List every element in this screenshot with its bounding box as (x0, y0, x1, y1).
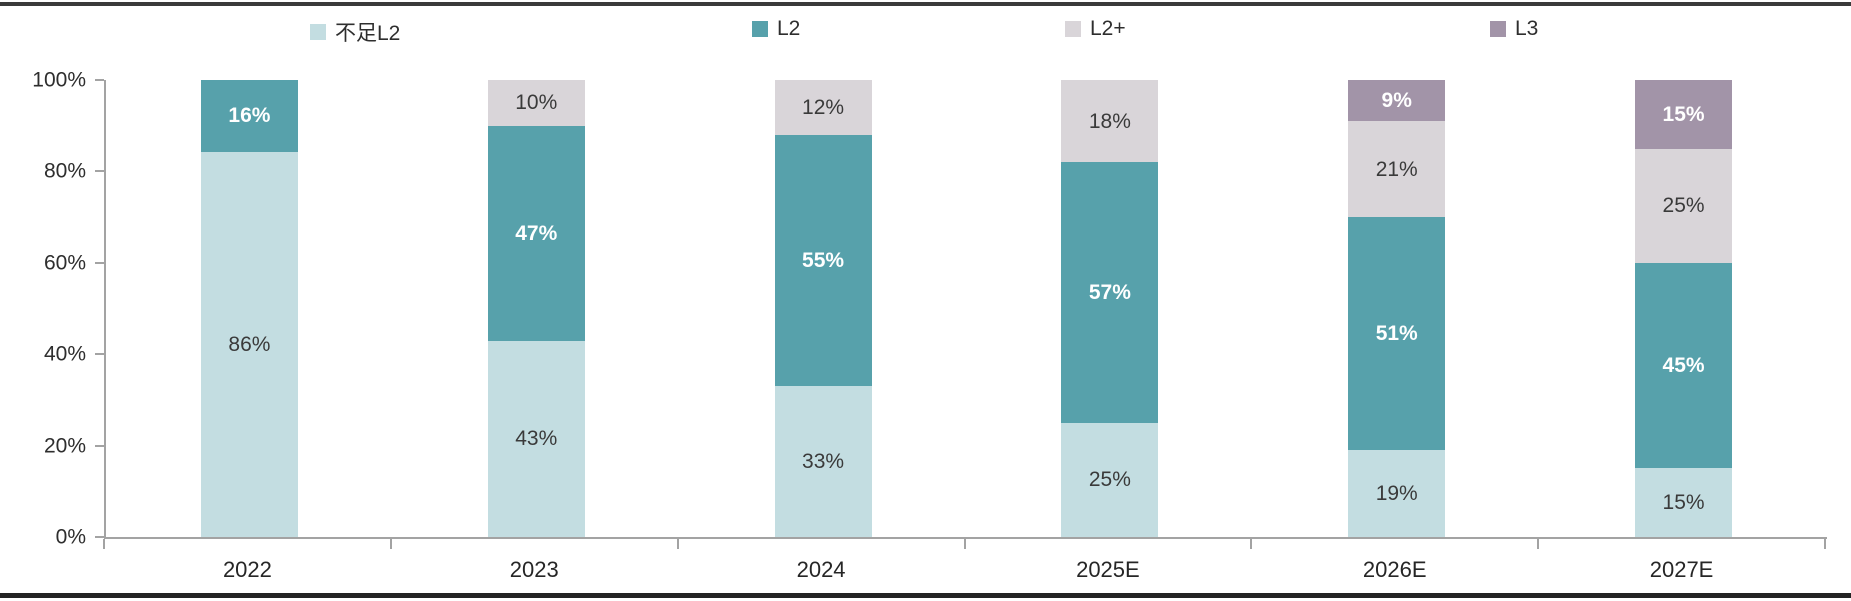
segment-data-label: 16% (228, 104, 271, 128)
category-cell-2023: 10% 47% 43% (393, 80, 680, 537)
legend-swatch-l3-icon (1490, 21, 1506, 37)
segment-data-label: 9% (1381, 89, 1412, 113)
bar-segment-l2-plus: 10% (487, 80, 585, 126)
legend-item-below-l2: 不足L2 (310, 17, 400, 47)
legend-label-l3: L3 (1515, 17, 1539, 40)
segment-data-label: 19% (1375, 482, 1418, 506)
segment-data-label: 45% (1662, 354, 1705, 378)
y-tick-label-100: 100% (32, 68, 86, 92)
legend-label-l2: L2 (777, 17, 801, 40)
bar-segment-below-l2: 33% (774, 386, 872, 537)
segment-data-label: 18% (1088, 109, 1131, 133)
bar-segment-l2: 55% (774, 134, 872, 387)
x-axis-label-2022: 2022 (222, 557, 272, 582)
x-tick-mark (103, 539, 105, 549)
x-tick-mark (963, 539, 966, 549)
x-tick-mark (1824, 539, 1826, 549)
legend-swatch-l2-icon (752, 21, 768, 37)
legend-item-l3: L3 (1490, 17, 1538, 41)
segment-data-label: 25% (1088, 468, 1131, 492)
bar-segment-l2-plus: 12% (774, 80, 872, 135)
bar-segment-l3: 9% (1348, 80, 1446, 122)
segment-data-label: 12% (802, 95, 845, 119)
category-cell-2027e: 15% 25% 45% 15% (1540, 80, 1827, 537)
x-axis-label-2024: 2024 (796, 557, 846, 582)
legend-label-below-l2: 不足L2 (335, 22, 401, 45)
legend-label-l2-plus: L2+ (1090, 17, 1126, 40)
bar-segment-l2: 51% (1348, 217, 1446, 451)
segment-data-label: 33% (802, 450, 845, 474)
bar-2025e: 18% 57% 25% (1061, 80, 1159, 537)
bar-segment-l2: 57% (1061, 162, 1159, 423)
bars-container: 16% 86% 10% 47% 43% 12% 55% 33% 18% 57% 25% 9% 21% 51… (106, 80, 1827, 537)
bar-2026e: 9% 21% 51% 19% (1348, 80, 1446, 537)
bar-segment-l2: 45% (1635, 262, 1733, 469)
y-tick-label-80: 80% (43, 159, 86, 183)
segment-data-label: 21% (1375, 157, 1418, 181)
y-tick-mark (95, 536, 104, 538)
bar-segment-l2-plus: 18% (1061, 80, 1159, 163)
category-cell-2026e: 9% 21% 51% 19% (1253, 80, 1540, 537)
x-tick-mark (1537, 539, 1540, 549)
y-tick-mark (95, 79, 104, 81)
bar-segment-below-l2: 86% (200, 151, 298, 537)
bar-segment-below-l2: 43% (487, 340, 585, 537)
x-axis-label-2027e: 2027E (1649, 557, 1714, 582)
stacked-bar-plot-area: 16% 86% 10% 47% 43% 12% 55% 33% 18% 57% 25% 9% 21% 51… (95, 79, 1827, 539)
legend-item-l2-plus: L2+ (1065, 17, 1126, 41)
legend-item-l2: L2 (752, 17, 800, 41)
segment-data-label: 15% (1662, 491, 1705, 515)
bar-segment-l2: 47% (487, 125, 585, 341)
legend-swatch-l2-plus-icon (1065, 21, 1081, 37)
x-axis-label-2023: 2023 (509, 557, 559, 582)
segment-data-label: 55% (802, 249, 845, 273)
segment-data-label: 43% (515, 427, 558, 451)
y-tick-label-40: 40% (43, 342, 86, 366)
bar-segment-l2-plus: 21% (1348, 121, 1446, 218)
y-tick-mark (95, 170, 104, 173)
x-axis-labels: 2022 2023 2024 2025E 2026E 2027E (104, 557, 1825, 583)
x-tick-mark (676, 539, 679, 549)
bar-segment-l3: 15% (1635, 80, 1733, 149)
top-rule-line (0, 2, 1851, 6)
x-tick-mark (1250, 539, 1253, 549)
segment-data-label: 15% (1662, 102, 1705, 126)
legend-swatch-below-l2-icon (310, 24, 326, 40)
bar-segment-l2-plus: 25% (1635, 148, 1733, 263)
segment-data-label: 57% (1088, 281, 1131, 304)
bottom-rule-line (0, 593, 1851, 598)
category-cell-2024: 12% 55% 33% (680, 80, 967, 537)
bar-2023: 10% 47% 43% (487, 80, 585, 537)
x-tick-mark (389, 539, 392, 549)
x-axis-label-2025e: 2025E (1076, 557, 1140, 582)
category-cell-2025e: 18% 57% 25% (966, 80, 1253, 537)
y-tick-mark (95, 261, 104, 264)
chart-legend: 不足L2 L2 L2+ L3 (0, 17, 1851, 45)
y-tick-label-0: 0% (55, 525, 86, 549)
bar-segment-below-l2: 15% (1635, 468, 1733, 537)
segment-data-label: 10% (515, 91, 558, 115)
bar-2027e: 15% 25% 45% 15% (1635, 80, 1733, 537)
y-tick-label-60: 60% (43, 251, 86, 275)
segment-data-label: 86% (228, 332, 271, 356)
category-cell-2022: 16% 86% (106, 80, 393, 537)
x-axis-label-2026e: 2026E (1362, 557, 1427, 582)
y-tick-mark (95, 444, 104, 447)
bar-2024: 12% 55% 33% (774, 80, 872, 537)
y-tick-label-20: 20% (43, 434, 86, 458)
bar-segment-below-l2: 25% (1061, 422, 1159, 537)
y-axis-tick-labels: 0% 20% 40% 60% 80% 100% (0, 70, 86, 548)
bar-segment-below-l2: 19% (1348, 450, 1446, 537)
segment-data-label: 25% (1662, 194, 1705, 218)
segment-data-label: 47% (515, 221, 558, 245)
segment-data-label: 51% (1375, 322, 1418, 346)
x-axis-ticks (103, 539, 1826, 549)
y-tick-mark (95, 353, 104, 356)
bar-2022: 16% 86% (200, 80, 298, 537)
bar-segment-l2: 16% (200, 80, 298, 152)
